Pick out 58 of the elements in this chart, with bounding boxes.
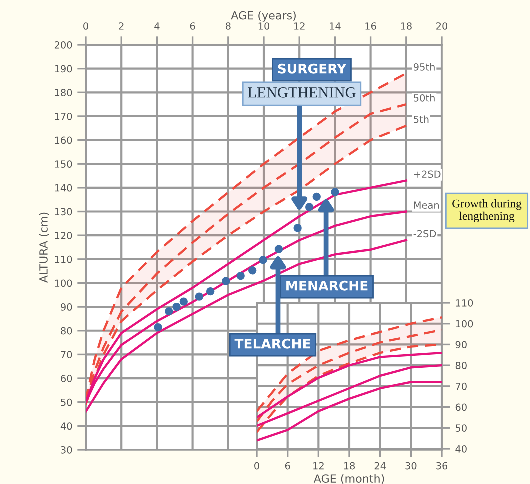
series-label: 50th	[414, 94, 435, 102]
annotation: LENGTHENING	[248, 88, 356, 98]
y-tick-label: 200	[54, 41, 72, 49]
series-label: 5th	[414, 116, 429, 124]
x-tick-label: 12	[314, 462, 324, 470]
x-tick-label: 18	[344, 462, 356, 470]
x-tick-label: 12	[294, 22, 305, 30]
y-tick-label: 70	[61, 351, 72, 359]
x-tick-label: 36	[436, 462, 448, 470]
x-tick-label: 2	[119, 22, 124, 30]
y-tick-label: 50	[456, 424, 467, 432]
y-tick-label: 130	[55, 208, 72, 216]
y-tick-label: 60	[456, 404, 467, 412]
y-axis-title: ALTURA (cm)	[39, 212, 50, 284]
annotation: TELARCHE	[234, 338, 310, 349]
series-label: -2SD	[414, 230, 436, 238]
y-tick-label: 80	[456, 362, 467, 370]
x-axis-title: AGE (years)	[231, 11, 296, 22]
y-tick-label: 170	[55, 112, 72, 120]
y-tick-label: 60	[61, 375, 72, 382]
y-tick-label: 100	[456, 320, 474, 328]
y-tick-label: 90	[456, 341, 467, 349]
y-tick-label: 90	[61, 304, 72, 311]
x-tick-label: 4	[154, 22, 160, 30]
text: Growth during lengthening	[452, 199, 522, 223]
series-label: 95th	[414, 63, 435, 71]
y-tick-label: 50	[61, 398, 72, 406]
x-tick-label: 6	[285, 462, 290, 470]
x-tick-label: 20	[436, 22, 448, 30]
x-tick-label: 14	[330, 22, 341, 30]
y-tick-label: 180	[55, 89, 72, 96]
x-tick-label: 0	[254, 462, 260, 470]
y-tick-label: 150	[55, 160, 72, 168]
y-tick-label: 110	[456, 299, 474, 307]
x-tick-label: 16	[366, 22, 376, 30]
x-axis-title: AGE (month)	[314, 474, 384, 484]
series-label: +2SD	[414, 170, 441, 178]
x-tick-label: 30	[406, 462, 417, 470]
x-tick-label: 6	[190, 22, 196, 30]
y-tick-label: 120	[55, 232, 72, 240]
series-label: Mean	[414, 202, 440, 210]
x-tick-label: 18	[401, 22, 412, 30]
x-tick-label: 8	[226, 22, 231, 30]
x-tick-label: 10	[258, 22, 270, 30]
y-tick-label: 30	[61, 446, 72, 454]
y-tick-label: 40	[456, 445, 467, 453]
y-tick-label: 40	[60, 422, 72, 430]
y-tick-label: 190	[55, 65, 72, 73]
x-tick-label: 0	[84, 22, 88, 30]
y-tick-label: 110	[55, 256, 72, 264]
y-tick-label: 100	[55, 280, 72, 288]
y-tick-label: 160	[55, 136, 72, 144]
y-tick-label: 80	[61, 327, 72, 335]
y-tick-label: 140	[55, 184, 72, 192]
x-tick-label: 24	[374, 462, 386, 470]
annotation: SURGERY	[278, 64, 347, 74]
annotation: MENARCHE	[286, 280, 368, 291]
y-tick-label: 70	[456, 382, 467, 390]
